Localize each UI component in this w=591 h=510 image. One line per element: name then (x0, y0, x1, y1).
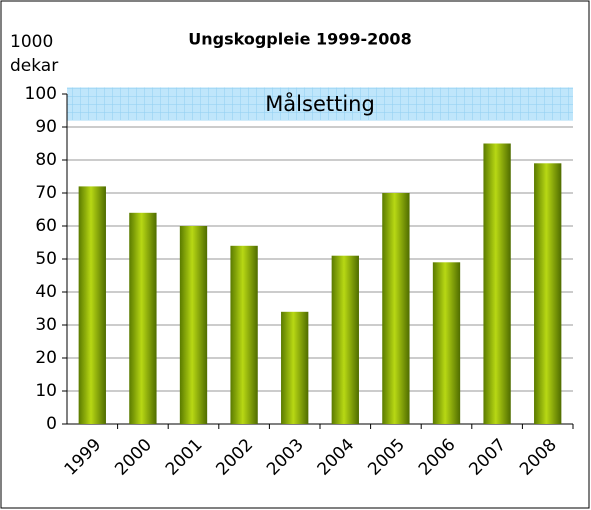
chart-title: Ungskogpleie 1999-2008 (188, 30, 411, 49)
y-tick-label: 50 (35, 249, 57, 269)
bar (432, 262, 461, 424)
y-tick-label: 80 (35, 150, 57, 170)
x-tick-label: 2004 (314, 435, 359, 480)
y-tick-label: 70 (35, 183, 57, 203)
y-tick-label: 90 (35, 117, 57, 137)
target-label: Målsetting (265, 91, 375, 116)
y-axis-label: 1000 (10, 32, 53, 52)
bar (483, 143, 511, 424)
y-tick-label: 30 (35, 315, 57, 335)
bar (179, 226, 208, 424)
y-tick-label: 10 (35, 381, 57, 401)
y-tick-label: 0 (46, 414, 57, 434)
y-tick-label: 100 (25, 84, 57, 104)
x-tick-label: 2008 (516, 435, 561, 480)
x-tick-label: 2002 (212, 435, 257, 480)
y-axis-label: dekar (10, 56, 58, 76)
x-tick-label: 2000 (111, 435, 156, 480)
x-tick-label: 2005 (364, 435, 409, 480)
y-tick-label: 60 (35, 216, 57, 236)
bar (534, 163, 562, 425)
x-tick-label: 2001 (162, 435, 207, 480)
x-tick-label: 2006 (415, 435, 460, 480)
target-band (67, 87, 573, 121)
x-tick-label: 1999 (61, 435, 106, 480)
y-tick-label: 40 (35, 282, 57, 302)
bar (129, 212, 157, 424)
bar (331, 255, 359, 424)
bar (230, 245, 258, 424)
y-tick-label: 20 (35, 348, 57, 368)
bar (382, 193, 410, 424)
bar (281, 311, 309, 424)
x-tick-label: 2003 (263, 435, 308, 480)
bar (78, 186, 106, 424)
x-tick-label: 2007 (465, 435, 510, 480)
